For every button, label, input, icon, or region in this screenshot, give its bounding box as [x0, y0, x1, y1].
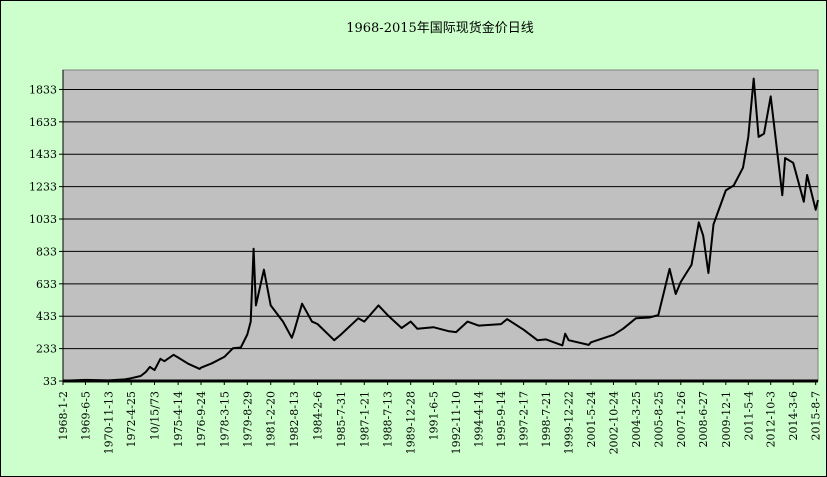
series-line: [62, 77, 819, 382]
y-tick-labels: 33 233 433 633 833 1033 1233 1433 1633 1833: [29, 83, 57, 388]
y-tick-label: 433: [36, 310, 57, 323]
x-tick-label: 2012-10-3: [765, 391, 778, 447]
x-tick-label: 2011-5-4: [742, 391, 755, 440]
y-tick-label: 633: [36, 278, 57, 291]
x-tick-label: 2005-8-25: [652, 391, 665, 447]
x-tick-label: 1991-6-5: [427, 391, 440, 440]
x-tick-label: 1987-1-21: [358, 391, 371, 447]
y-tick-label: 33: [43, 375, 57, 388]
x-tick-label: 1975-4-14: [172, 391, 185, 447]
x-tick-label: 1979-8-29: [241, 391, 254, 447]
axes: [62, 70, 818, 383]
x-tick-label: 1970-11-13: [102, 391, 115, 454]
x-tick-label: 1998-7-21: [540, 391, 553, 447]
y-tick-label: 833: [36, 245, 57, 258]
y-tick-label: 1433: [29, 148, 57, 161]
y-tick-label: 1633: [29, 116, 57, 129]
x-tick-label: 1999-12-22: [563, 391, 576, 454]
plot-area: [62, 69, 819, 382]
x-tick-label: 1972-4-25: [125, 391, 138, 447]
x-tick-label: 2009-12-1: [720, 391, 733, 447]
x-tick-label: 2002-10-24: [607, 391, 620, 454]
x-tick-labels: 1968-1-2 1969-6-5 1970-11-13 1972-4-25 10/15…: [57, 381, 823, 454]
x-tick-label: 2001-5-24: [585, 391, 598, 447]
x-tick-label: 2014-3-6: [787, 391, 800, 440]
y-tick-label: 1033: [29, 213, 57, 226]
x-tick-label: 1985-7-31: [335, 391, 348, 447]
gridlines: [59, 88, 818, 382]
x-tick-label: 1995-9-14: [495, 391, 508, 447]
x-tick-label: 1976-9-24: [195, 391, 208, 447]
y-tick-label: 233: [36, 343, 57, 356]
x-tick-label: 1984-2-6: [312, 391, 325, 440]
x-tick-label: 1981-2-20: [265, 391, 278, 447]
x-tick-label: 2015-8-7: [810, 391, 823, 440]
x-tick-label: 1978-3-15: [218, 391, 231, 447]
x-tick-label: 2004-3-25: [630, 391, 643, 447]
x-tick-label: 1982-8-13: [288, 391, 301, 447]
x-tick-label: 1988-7-13: [382, 391, 395, 447]
x-tick-label: 1969-6-5: [80, 391, 93, 440]
y-tick-label: 1233: [29, 181, 57, 194]
x-tick-label: 1994-4-14: [473, 391, 486, 447]
x-tick-label: 2008-6-27: [697, 391, 710, 447]
x-tick-label: 2007-1-26: [675, 391, 688, 447]
series-layer: [62, 77, 819, 382]
x-tick-label: 1992-11-10: [450, 391, 463, 454]
x-tick-label: 1989-12-28: [405, 391, 418, 454]
x-tick-label: 1968-1-2: [57, 391, 70, 440]
x-tick-label: 10/15/73: [148, 391, 161, 440]
x-tick-label: 1997-2-17: [518, 391, 531, 447]
chart-title: 1968-2015年国际现货金价日线: [346, 20, 534, 36]
y-tick-label: 1833: [29, 83, 57, 96]
